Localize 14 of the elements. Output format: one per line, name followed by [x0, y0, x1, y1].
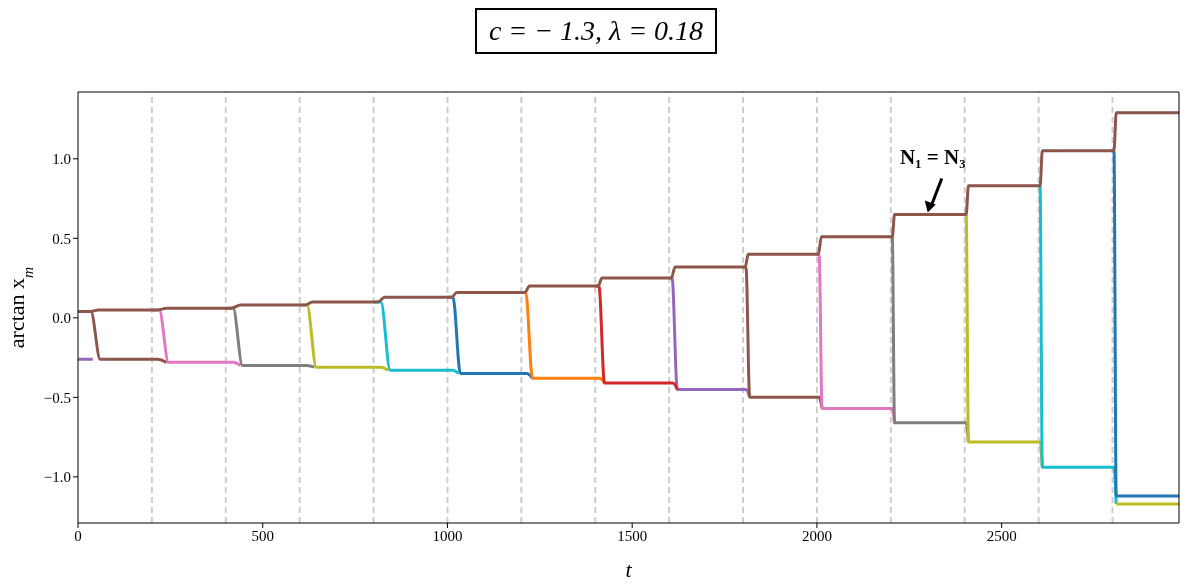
y-tick-label: −1.0	[43, 469, 71, 486]
y-tick-label: −0.5	[43, 389, 71, 406]
x-tick-label: 2500	[986, 527, 1017, 544]
x-tick-label: 1500	[617, 527, 648, 544]
y-tick-label: 0.5	[52, 230, 71, 247]
chart-title: c = − 1.3, λ = 0.18	[474, 8, 718, 54]
x-tick-label: 0	[74, 527, 82, 544]
y-tick-label: 1.0	[52, 151, 71, 168]
x-tick-label: 2000	[801, 527, 832, 544]
annotation: N₁ = N₃	[900, 145, 966, 170]
y-tick-label: 0.0	[52, 310, 71, 327]
x-tick-label: 500	[251, 527, 274, 544]
x-tick-label: 1000	[432, 527, 463, 544]
x-axis-title: t	[625, 557, 633, 582]
